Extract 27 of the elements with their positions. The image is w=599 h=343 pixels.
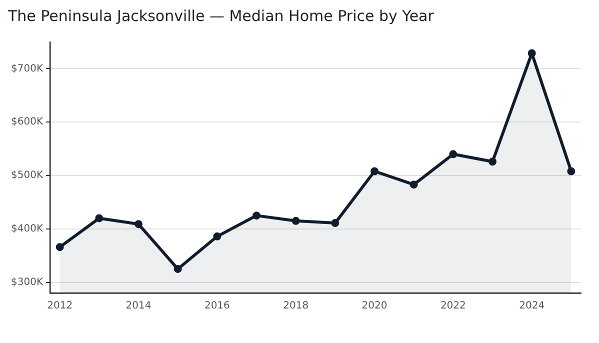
point — [449, 150, 458, 158]
point — [174, 264, 182, 273]
x-tick-label: 2020 — [362, 300, 388, 312]
point — [488, 158, 496, 166]
point — [56, 243, 64, 252]
point — [331, 219, 340, 228]
point — [292, 216, 300, 225]
point — [95, 214, 104, 222]
x-tick-label: 2012 — [47, 300, 73, 312]
point — [134, 220, 143, 228]
point — [252, 212, 261, 220]
y-tick-label: $300K — [10, 276, 44, 288]
point — [370, 167, 379, 176]
point — [567, 167, 576, 176]
x-tick-label: 2018 — [283, 300, 309, 312]
y-tick-label: $400K — [10, 224, 44, 235]
x-tick-label: 2024 — [519, 300, 545, 312]
x-tick-label: 2022 — [440, 300, 466, 312]
point — [528, 49, 536, 58]
y-tick-label: $700K — [10, 63, 44, 74]
y-tick-label: $500K — [10, 170, 44, 182]
chart-title: The Peninsula Jacksonville — Median Home Price by Year — [7, 6, 435, 25]
y-tick-label: $600K — [10, 116, 44, 128]
point — [410, 180, 418, 189]
x-tick-label: 2016 — [204, 300, 230, 312]
x-tick-label: 2014 — [126, 300, 152, 312]
point — [213, 232, 222, 240]
